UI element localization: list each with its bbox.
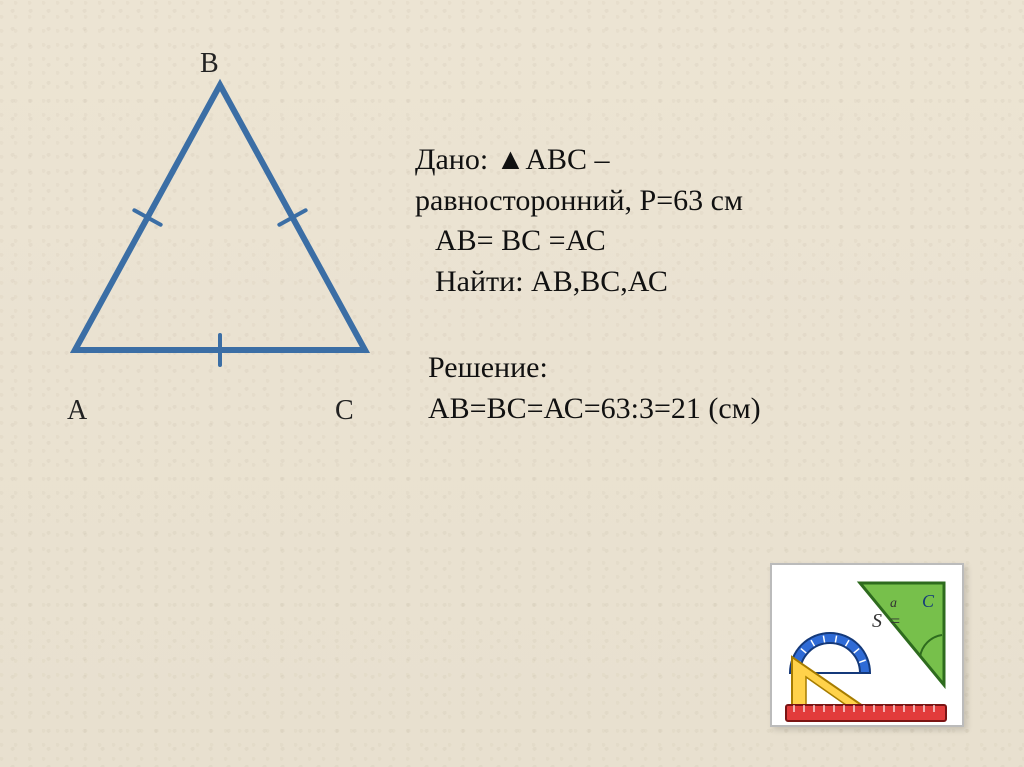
vertex-label-b: В [200,48,219,80]
triangle-svg [55,70,385,390]
given-line-1: Дано: ▲АВС – [415,140,743,181]
vertex-label-a: А [67,395,87,427]
triangle-diagram [55,70,385,395]
given-line-4: Найти: АВ,ВС,АС [435,262,743,303]
triangle-icon: ▲ [496,143,526,176]
svg-text:S: S [872,610,882,632]
solution-line-1: Решение: [428,348,761,389]
given-line-3: АВ= ВС =АС [435,221,743,262]
math-tools-clipart: C S =a [770,563,964,727]
given-prefix: Дано: [415,143,496,176]
svg-text:=: = [890,611,900,631]
problem-given: Дано: ▲АВС – равносторонний, Р=63 см АВ=… [415,140,743,302]
problem-solution: Решение: АВ=ВС=АС=63:3=21 (см) [428,348,761,429]
clipart-svg: C S =a [772,565,962,725]
solution-line-2: АВ=ВС=АС=63:3=21 (см) [428,389,761,430]
svg-text:a: a [890,596,897,611]
given-line-2: равносторонний, Р=63 см [415,181,743,222]
vertex-label-c: С [335,395,354,427]
given-suffix: АВС – [525,143,609,176]
svg-text:C: C [922,591,935,611]
